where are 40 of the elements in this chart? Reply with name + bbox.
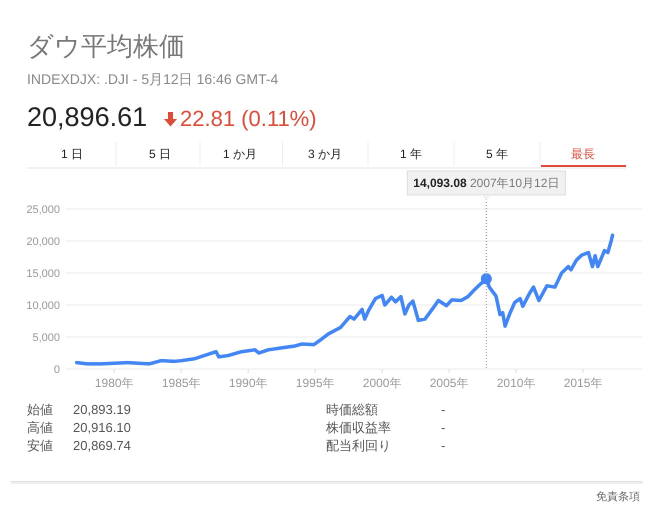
text: 株価収益率 (325, 420, 391, 435)
text: 20,916.10 (73, 420, 131, 435)
text: 20,893.19 (73, 402, 131, 417)
text: 14,093.08 2007年10月12日 (413, 176, 560, 190)
text: 配当利回り (326, 438, 391, 453)
x-tick-label: 2000年 (362, 376, 402, 390)
text: - (441, 402, 446, 417)
chart-title: ダウ平均株価 (27, 31, 185, 61)
text: 20,869.74 (73, 438, 131, 453)
text: 時価総額 (326, 402, 378, 417)
text: 安値 (27, 438, 53, 453)
text: 5 年 (486, 147, 508, 161)
x-tick-label: 1985年 (162, 376, 201, 390)
text: 3 か月 (308, 147, 342, 161)
text: 高値 (27, 420, 53, 435)
x-tick-label: 2015年 (564, 376, 602, 390)
text: 5 日 (148, 147, 172, 161)
x-tick-label: 2005年 (430, 376, 468, 390)
text: - (441, 438, 446, 453)
x-tick-label: 1990年 (228, 376, 268, 390)
chart-subtitle: INDEXDJX: .DJI - 5月12日 16:46 GMT-4 (27, 71, 279, 87)
text: 始値 (27, 402, 53, 417)
y-tick-label: 0 (54, 364, 60, 376)
y-tick-label: 25,000 (26, 204, 60, 216)
text: 1 年 (400, 147, 422, 161)
text: 1 か月 (222, 147, 258, 161)
text: - (441, 420, 446, 435)
y-tick-label: 15,000 (26, 268, 60, 280)
y-tick-label: 20,000 (26, 236, 60, 248)
text: 1 日 (60, 147, 84, 161)
text: 免責条項 (596, 490, 640, 503)
text: 22.81 (0.11%) (180, 106, 317, 131)
text: 20,896.61 (27, 102, 148, 132)
y-tick-label: 5,000 (32, 332, 60, 344)
x-tick-label: 2010年 (496, 376, 536, 390)
line-series (74, 233, 614, 366)
x-tick-label: 1995年 (296, 376, 335, 390)
text: 最長 (571, 147, 595, 161)
y-tick-label: 10,000 (26, 300, 60, 312)
x-tick-label: 1980年 (94, 376, 134, 390)
